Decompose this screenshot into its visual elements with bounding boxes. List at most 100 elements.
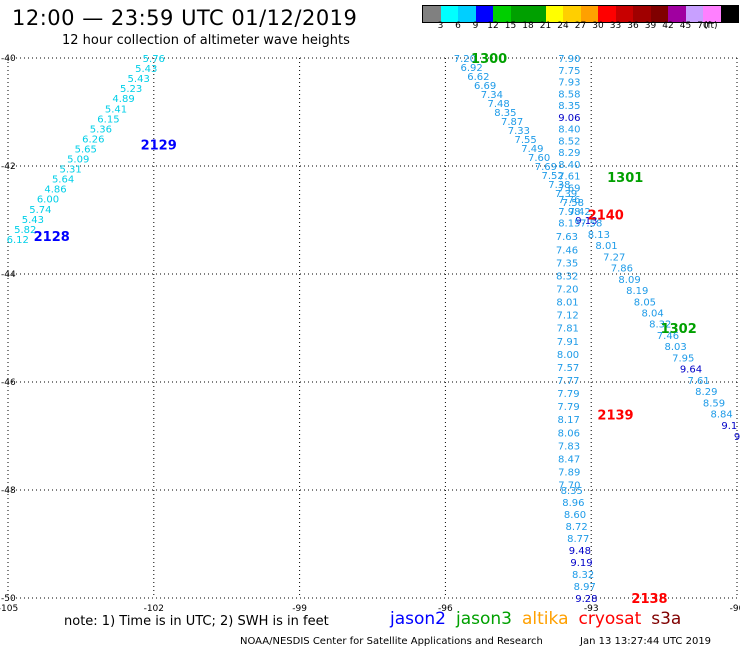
- wave-height-value: 8.32: [556, 271, 578, 282]
- track-pass-label: 1301: [607, 171, 643, 186]
- wave-height-value: 4.89: [112, 94, 134, 105]
- color-swatch: [668, 6, 686, 22]
- legend-item-cryosat: cryosat: [578, 609, 642, 629]
- wave-height-value: 9.1: [721, 421, 737, 432]
- wave-height-value: 8.03: [664, 342, 686, 353]
- wave-height-value: 8.59: [703, 398, 725, 409]
- wave-height-value: 8.00: [557, 350, 579, 361]
- wave-height-value: 7.39: [555, 189, 577, 200]
- wave-height-value: 8.17: [558, 415, 580, 426]
- latitude-label: -40: [1, 54, 16, 64]
- wave-height-value: 7.46: [657, 331, 679, 342]
- wave-height-value: 8.32: [649, 320, 671, 331]
- wave-height-value: 7.57: [557, 363, 579, 374]
- wave-height-value: 9: [734, 432, 740, 443]
- wave-height-value: 8.84: [711, 410, 733, 421]
- wave-height-value: 7.83: [558, 441, 580, 452]
- wave-height-value: 7.79: [557, 402, 579, 413]
- wave-height-value: 8.29: [695, 387, 717, 398]
- longitude-label: -99: [292, 604, 307, 614]
- wave-height-value: 6.00: [37, 195, 59, 206]
- legend-item-jason3: jason3: [456, 609, 512, 629]
- wave-height-value: 8.29: [558, 148, 580, 159]
- wave-height-value: 5.43: [128, 74, 150, 85]
- latitude-label: -50: [1, 594, 16, 604]
- color-swatch: [685, 6, 703, 22]
- track-pass-label: 1302: [661, 322, 697, 337]
- color-scale-label: 24: [557, 21, 569, 31]
- wave-height-value: 5.09: [67, 155, 89, 166]
- longitude-label: -105: [0, 604, 18, 614]
- color-swatch: [423, 6, 441, 22]
- wave-height-value: 6.92: [460, 63, 482, 74]
- wave-height-value: 6.26: [82, 134, 104, 145]
- color-swatch: [528, 6, 546, 22]
- wave-height-value: 8.04: [641, 309, 663, 320]
- wave-height-value: 7.46: [556, 245, 578, 256]
- wave-height-value: 5.76: [143, 54, 165, 65]
- satellite-tracks: 5.765.435.435.234.895.416.155.366.265.65…: [7, 52, 740, 607]
- wave-height-value: 6.69: [474, 81, 496, 92]
- color-scale-label: 36: [627, 21, 639, 31]
- wave-height-value: 8.72: [565, 522, 587, 533]
- color-scale-label: 33: [609, 21, 622, 31]
- wave-height-value: 5.43: [135, 64, 157, 75]
- wave-height-value: 8.13: [588, 230, 610, 241]
- page-subtitle: 12 hour collection of altimeter wave hei…: [62, 33, 350, 48]
- wave-height-value: 7.27: [603, 252, 625, 263]
- wave-height-value: 9.19: [570, 558, 592, 569]
- wave-height-value: 7.91: [557, 337, 579, 348]
- wave-height-value: 7.58: [580, 219, 602, 230]
- longitude-label: -102: [144, 604, 164, 614]
- wave-height-value: 7.77: [557, 376, 579, 387]
- longitude-label: -96: [438, 604, 453, 614]
- wave-height-value: 7.69: [535, 162, 557, 173]
- wave-height-value: 7.33: [508, 126, 530, 137]
- color-scale-label: 12: [487, 21, 499, 31]
- wave-height-value: 7.35: [556, 258, 578, 269]
- latitude-label: -42: [1, 162, 16, 172]
- latitude-label: -44: [1, 270, 16, 280]
- track-pass-label: 2129: [141, 138, 177, 153]
- wave-height-value: 5.31: [60, 165, 82, 176]
- color-scale-labels: 3 6 9 12 15 18 21 24 27 30 33 36 39 42 45 70: [422, 21, 740, 33]
- credit-text: NOAA/NESDIS Center for Satellite Applica…: [240, 636, 543, 647]
- wave-height-value: 8.52: [558, 136, 580, 147]
- color-swatch: [633, 6, 651, 22]
- color-swatch: [598, 6, 616, 22]
- wave-height-value: 4.86: [44, 185, 66, 196]
- page-title: 12:00 — 23:59 UTC 01/12/2019: [12, 6, 358, 30]
- wave-height-value: 9.06: [558, 113, 580, 124]
- wave-height-value: 7.86: [611, 264, 633, 275]
- wave-height-value: 7.90: [558, 54, 580, 65]
- wave-height-value: 8.19: [626, 286, 648, 297]
- color-swatch: [510, 6, 528, 22]
- color-scale-label: 42: [662, 21, 674, 31]
- satellite-legend: jason2 jason3 altika cryosat s3a: [390, 609, 691, 629]
- color-swatch: [615, 6, 633, 22]
- wave-height-value: 8.01: [595, 241, 617, 252]
- wave-height-value: 5.23: [120, 84, 142, 95]
- longitude-label: -93: [584, 604, 599, 614]
- color-swatch: [458, 6, 476, 22]
- color-scale-bar: [422, 5, 739, 23]
- color-swatch: [440, 6, 458, 22]
- graticule: [7, 57, 738, 599]
- wave-height-value: 9.48: [569, 546, 591, 557]
- wave-height-value: 8.97: [574, 582, 596, 593]
- wave-height-value: 7.38: [548, 180, 570, 191]
- wave-height-value: 7.49: [521, 144, 543, 155]
- wave-height-value: 6.15: [97, 114, 119, 125]
- wave-height-value: 8.40: [558, 125, 580, 136]
- track-pass-label: 2138: [631, 592, 667, 607]
- wave-height-value: 7.79: [557, 389, 579, 400]
- wave-height-value: 8.35: [494, 108, 516, 119]
- color-scale-label: 30: [592, 21, 604, 31]
- track-pass-label: 2139: [597, 408, 633, 423]
- wave-height-value: 7.69: [558, 183, 580, 194]
- wave-height-value: 8.06: [558, 428, 580, 439]
- wave-height-value: 5.36: [90, 124, 112, 135]
- wave-height-value: 7.61: [558, 172, 580, 183]
- wave-height-value: 7.12: [557, 311, 579, 322]
- color-scale-label: 45: [679, 21, 692, 31]
